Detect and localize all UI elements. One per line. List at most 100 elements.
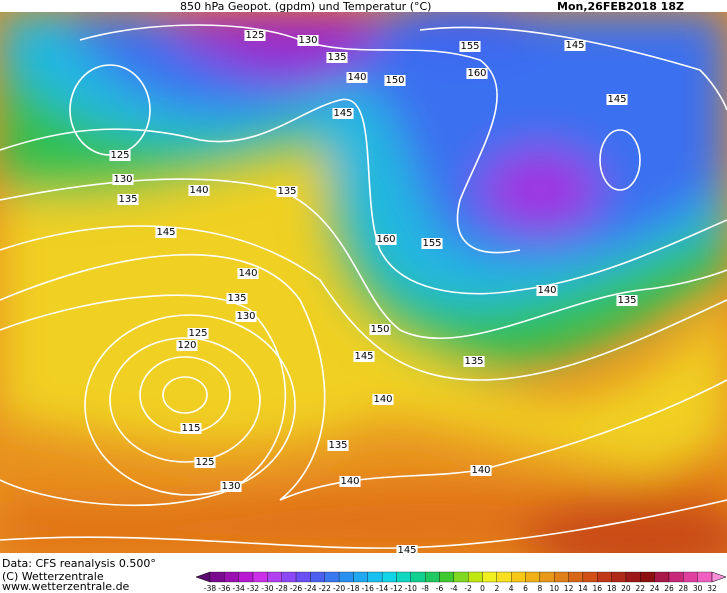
colorbar-label: 18 (607, 584, 617, 593)
colorbar-arrow (195, 571, 211, 583)
label-box (372, 394, 394, 405)
colorbar-cell (295, 571, 311, 583)
map-title: 850 hPa Geopot. (gpdm) und Temperatur (°… (180, 0, 431, 13)
contour-label: 125 (195, 457, 214, 468)
colorbar-label: -10 (405, 584, 417, 593)
colorbar-cell (353, 571, 368, 583)
colorbar-cell (439, 571, 454, 583)
colorbar-cell (209, 571, 225, 583)
contour-label: 140 (238, 268, 257, 279)
label-box (188, 185, 210, 196)
colorbar-cell (697, 571, 713, 583)
footer-copyright: (C) Wetterzentrale (2, 570, 104, 583)
colorbar-label: 26 (664, 584, 674, 593)
colorbar-cell (668, 571, 684, 583)
contour-label: 130 (113, 174, 132, 185)
colorbar-cell (511, 571, 526, 583)
colorbar-cell (582, 571, 598, 583)
colorbar-cell (468, 571, 483, 583)
contour-label: 145 (397, 545, 416, 556)
label-box (463, 356, 485, 367)
label-box (155, 227, 177, 238)
colorbar-cell (482, 571, 498, 583)
label-box (564, 40, 586, 51)
colorbar-label: -28 (276, 584, 288, 593)
contour-label: 125 (110, 150, 129, 161)
contour-label: 135 (328, 440, 347, 451)
contour-label: 130 (298, 35, 317, 46)
contour-label: 135 (277, 186, 296, 197)
colorbar-label: 20 (621, 584, 631, 593)
colorbar-cell (381, 571, 397, 583)
colorbar-cell (310, 571, 325, 583)
label-box (606, 94, 628, 105)
colorbar-cell (424, 571, 440, 583)
colorbar-cell (554, 571, 569, 583)
colorbar-cell (625, 571, 641, 583)
contour-label: 160 (467, 68, 486, 79)
label-box (226, 293, 248, 304)
contour-label: 120 (177, 340, 196, 351)
label-box (244, 30, 266, 41)
colorbar-label: -14 (376, 584, 388, 593)
colorbar-cell (224, 571, 239, 583)
label-box (117, 194, 139, 205)
contour-label: 140 (537, 285, 556, 296)
label-box (194, 457, 216, 468)
contour-label: 145 (354, 351, 373, 362)
contour-label: 135 (227, 293, 246, 304)
label-box (326, 52, 348, 63)
colorbar-cell (252, 571, 268, 583)
label-box (327, 440, 349, 451)
colorbar-label: -30 (261, 584, 273, 593)
colorbar-cell (654, 571, 670, 583)
label-box (353, 351, 375, 362)
colorbar-cell (338, 571, 354, 583)
colorbar-cell (367, 571, 383, 583)
contour-label: 140 (340, 476, 359, 487)
contour-label: 140 (373, 394, 392, 405)
colorbar-label: 32 (707, 584, 717, 593)
contour-label: 130 (221, 481, 240, 492)
colorbar-label: 28 (679, 584, 689, 593)
contour-label: 160 (376, 234, 395, 245)
colorbar-cell (683, 571, 698, 583)
label-box (346, 72, 368, 83)
colorbar-label: 6 (523, 584, 528, 593)
colorbar-label: -26 (290, 584, 302, 593)
contour-label: 150 (370, 324, 389, 335)
label-box (384, 75, 406, 86)
contour-label: 140 (347, 72, 366, 83)
contour-labels: 125 130 135 140 150 155 160 145 145 125 … (109, 30, 638, 556)
label-box (112, 174, 134, 185)
colorbar-cell (396, 571, 411, 583)
colorbar-cell (525, 571, 541, 583)
colorbar-label: 8 (537, 584, 542, 593)
colorbar-cell (281, 571, 297, 583)
colorbar-label: -32 (247, 584, 259, 593)
label-box (220, 481, 242, 492)
colorbar-label: -24 (304, 584, 316, 593)
contour-label: 150 (385, 75, 404, 86)
contour-label: 155 (422, 238, 441, 249)
label-box (235, 311, 257, 322)
label-box (369, 324, 391, 335)
colorbar-cell (611, 571, 627, 583)
label-box (339, 476, 361, 487)
colorbar-label: -20 (333, 584, 345, 593)
label-box (176, 340, 198, 351)
contour-label: 140 (189, 185, 208, 196)
map-date: Mon,26FEB2018 18Z (557, 0, 684, 13)
label-box (109, 150, 131, 161)
label-box (470, 465, 492, 476)
colorbar-label: -2 (464, 584, 472, 593)
colorbar-label: 22 (636, 584, 646, 593)
colorbar-label: -36 (218, 584, 230, 593)
colorbar-label: -8 (421, 584, 429, 593)
contour-label: 145 (156, 227, 175, 238)
label-box (536, 285, 558, 296)
colorbar-label: -38 (204, 584, 216, 593)
label-box (187, 328, 209, 339)
